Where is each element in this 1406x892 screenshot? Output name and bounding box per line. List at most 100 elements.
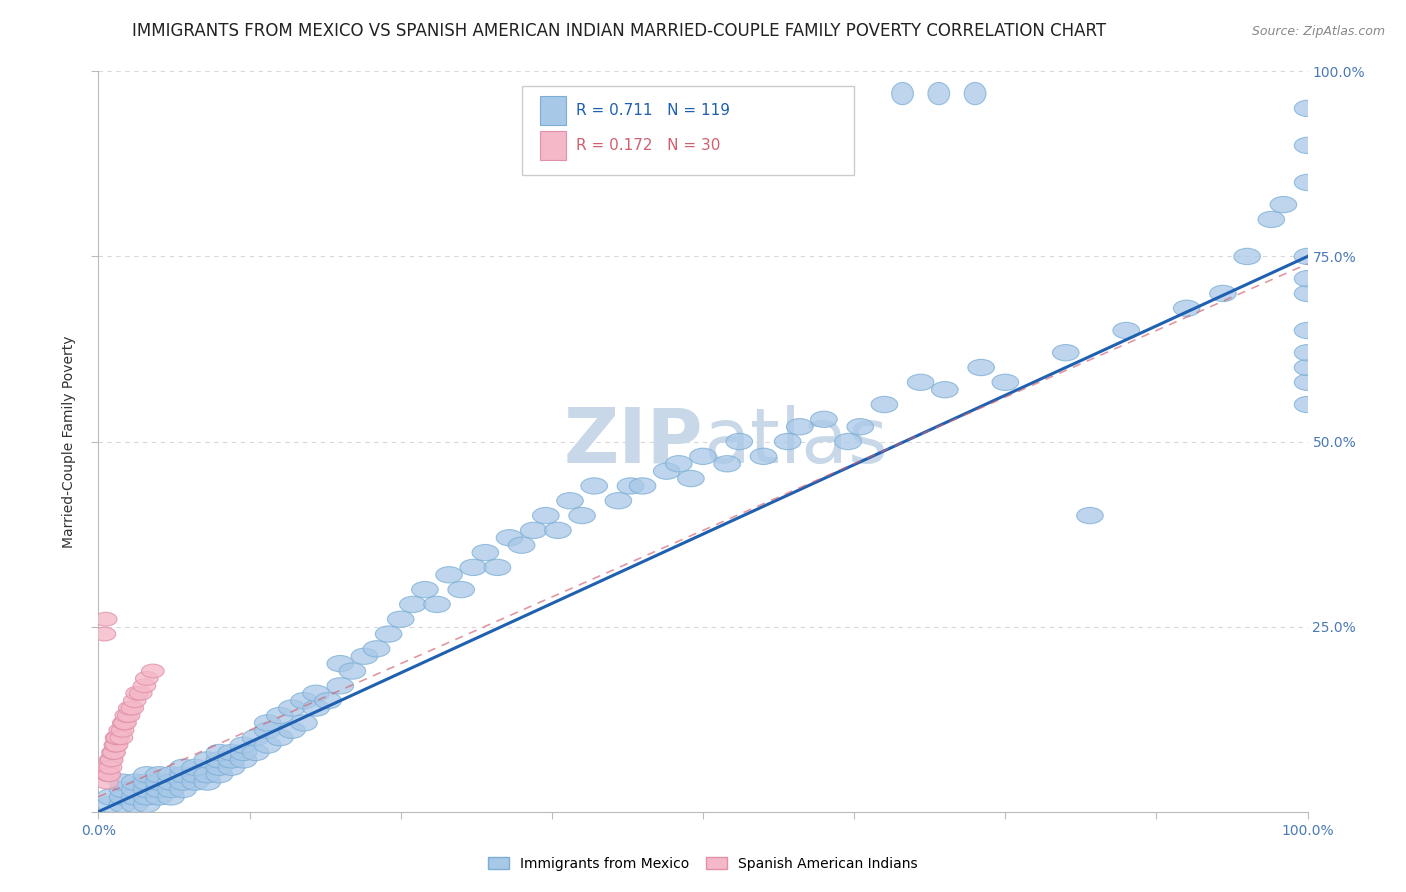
Ellipse shape xyxy=(630,478,655,494)
Ellipse shape xyxy=(134,766,160,783)
Ellipse shape xyxy=(1114,322,1139,339)
Ellipse shape xyxy=(302,685,329,701)
Ellipse shape xyxy=(146,781,172,797)
Ellipse shape xyxy=(339,663,366,679)
Ellipse shape xyxy=(352,648,378,665)
Ellipse shape xyxy=(254,723,281,739)
Ellipse shape xyxy=(121,781,148,797)
Ellipse shape xyxy=(520,522,547,539)
Ellipse shape xyxy=(544,522,571,539)
Ellipse shape xyxy=(254,737,281,753)
Ellipse shape xyxy=(207,766,232,783)
Ellipse shape xyxy=(242,730,269,746)
Ellipse shape xyxy=(1295,374,1320,391)
Ellipse shape xyxy=(449,582,474,598)
Ellipse shape xyxy=(472,544,499,561)
Ellipse shape xyxy=(112,716,135,730)
Text: IMMIGRANTS FROM MEXICO VS SPANISH AMERICAN INDIAN MARRIED-COUPLE FAMILY POVERTY : IMMIGRANTS FROM MEXICO VS SPANISH AMERIC… xyxy=(132,22,1105,40)
Ellipse shape xyxy=(328,678,353,694)
Ellipse shape xyxy=(891,82,914,104)
Ellipse shape xyxy=(194,752,221,768)
Ellipse shape xyxy=(218,759,245,775)
Ellipse shape xyxy=(181,774,208,790)
Ellipse shape xyxy=(835,434,862,450)
Ellipse shape xyxy=(181,766,208,783)
Ellipse shape xyxy=(170,759,197,775)
Ellipse shape xyxy=(1209,285,1236,301)
Text: Source: ZipAtlas.com: Source: ZipAtlas.com xyxy=(1251,25,1385,38)
Ellipse shape xyxy=(460,559,486,575)
Text: R = 0.711   N = 119: R = 0.711 N = 119 xyxy=(576,103,730,118)
Ellipse shape xyxy=(388,611,413,627)
Ellipse shape xyxy=(146,774,172,790)
Ellipse shape xyxy=(218,752,245,768)
Y-axis label: Married-Couple Family Poverty: Married-Couple Family Poverty xyxy=(62,335,76,548)
Ellipse shape xyxy=(181,759,208,775)
Ellipse shape xyxy=(96,775,118,789)
Ellipse shape xyxy=(207,744,232,761)
Ellipse shape xyxy=(100,753,124,767)
Ellipse shape xyxy=(142,665,165,678)
Ellipse shape xyxy=(170,774,197,790)
Ellipse shape xyxy=(302,700,329,716)
Ellipse shape xyxy=(1053,344,1078,361)
Ellipse shape xyxy=(1295,359,1320,376)
Ellipse shape xyxy=(375,626,402,642)
Text: R = 0.172   N = 30: R = 0.172 N = 30 xyxy=(576,138,720,153)
Ellipse shape xyxy=(291,714,318,731)
Ellipse shape xyxy=(872,396,897,413)
Ellipse shape xyxy=(231,737,257,753)
Ellipse shape xyxy=(291,692,318,709)
Ellipse shape xyxy=(1295,270,1320,287)
Bar xyxy=(540,95,567,126)
Ellipse shape xyxy=(101,746,124,759)
Ellipse shape xyxy=(231,752,257,768)
Ellipse shape xyxy=(315,692,342,709)
Ellipse shape xyxy=(254,714,281,731)
Ellipse shape xyxy=(170,766,197,783)
Ellipse shape xyxy=(157,766,184,783)
Ellipse shape xyxy=(1295,100,1320,117)
Ellipse shape xyxy=(690,448,716,465)
Ellipse shape xyxy=(134,797,160,813)
Ellipse shape xyxy=(267,730,292,746)
Ellipse shape xyxy=(1258,211,1285,227)
Text: atlas: atlas xyxy=(703,405,887,478)
Ellipse shape xyxy=(436,566,463,583)
Ellipse shape xyxy=(118,701,141,715)
Ellipse shape xyxy=(97,789,124,805)
Ellipse shape xyxy=(98,768,121,781)
Ellipse shape xyxy=(569,508,595,524)
Ellipse shape xyxy=(267,707,292,723)
Ellipse shape xyxy=(654,463,681,479)
Ellipse shape xyxy=(557,492,583,509)
Ellipse shape xyxy=(110,789,136,805)
Ellipse shape xyxy=(100,753,122,767)
Ellipse shape xyxy=(218,744,245,761)
Ellipse shape xyxy=(605,492,631,509)
Text: ZIP: ZIP xyxy=(564,405,703,478)
Ellipse shape xyxy=(124,694,146,707)
Ellipse shape xyxy=(117,708,141,723)
Ellipse shape xyxy=(146,789,172,805)
Ellipse shape xyxy=(1295,285,1320,301)
Ellipse shape xyxy=(129,686,152,700)
FancyBboxPatch shape xyxy=(522,87,855,175)
Ellipse shape xyxy=(125,686,149,700)
Ellipse shape xyxy=(328,656,353,672)
Ellipse shape xyxy=(97,768,120,781)
Ellipse shape xyxy=(157,774,184,790)
Ellipse shape xyxy=(1295,322,1320,339)
Ellipse shape xyxy=(1295,396,1320,413)
Ellipse shape xyxy=(134,679,156,693)
Ellipse shape xyxy=(157,789,184,805)
Ellipse shape xyxy=(907,374,934,391)
Ellipse shape xyxy=(110,774,136,790)
Ellipse shape xyxy=(100,760,122,774)
Ellipse shape xyxy=(110,731,132,745)
Ellipse shape xyxy=(1295,174,1320,191)
Ellipse shape xyxy=(993,374,1018,391)
Ellipse shape xyxy=(134,774,160,790)
Ellipse shape xyxy=(932,382,957,398)
Ellipse shape xyxy=(1270,196,1296,213)
